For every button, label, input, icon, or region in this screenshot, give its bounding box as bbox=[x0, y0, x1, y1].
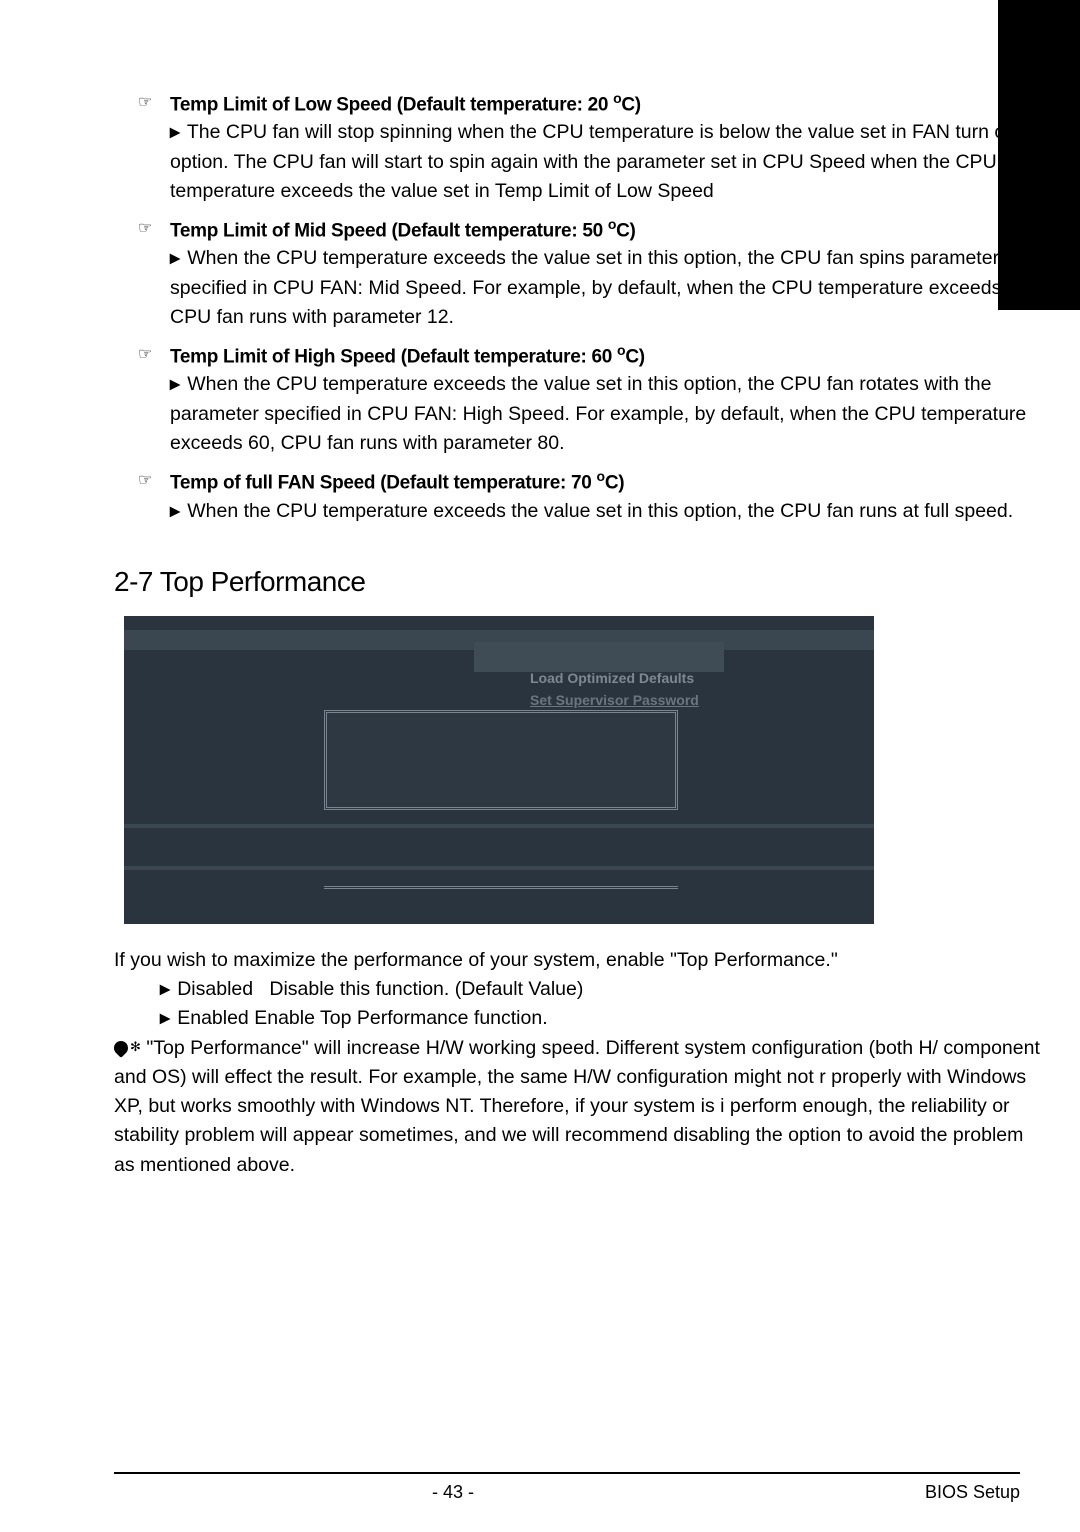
bios-dialog-bottom bbox=[324, 886, 678, 890]
item-title: Temp Limit of Low Speed (Default tempera… bbox=[170, 90, 1040, 116]
opt-label: Disabled bbox=[177, 978, 253, 1000]
opt-desc: Enable Top Performance function. bbox=[254, 1007, 547, 1029]
item-body: ▸ When the CPU temperature exceeds the v… bbox=[170, 370, 1040, 458]
item-title: Temp of full FAN Speed (Default temperat… bbox=[170, 468, 1040, 494]
body-text: When the CPU temperature exceeds the val… bbox=[170, 373, 1026, 454]
title-text: Temp Limit of High Speed (Default temper… bbox=[170, 346, 612, 367]
body-text: When the CPU temperature exceeds the val… bbox=[170, 247, 1034, 328]
degree-icon: o bbox=[597, 468, 605, 484]
pointer-icon: ☞ bbox=[138, 470, 152, 490]
title-text: Temp Limit of Mid Speed (Default tempera… bbox=[170, 220, 603, 241]
bios-menu-item: Load Optimized Defaults bbox=[530, 670, 694, 686]
pointer-icon: ☞ bbox=[138, 218, 152, 238]
arrow-icon: ▸ bbox=[160, 1007, 170, 1029]
item-title: Temp Limit of Mid Speed (Default tempera… bbox=[170, 216, 1040, 242]
note-text: ✻ "Top Performance" will increase H/W wo… bbox=[114, 1034, 1040, 1180]
arrow-icon: ▸ bbox=[170, 500, 180, 522]
bios-divider bbox=[124, 824, 874, 828]
note-icon bbox=[111, 1038, 131, 1058]
item-title: Temp Limit of High Speed (Default temper… bbox=[170, 342, 1040, 368]
arrow-icon: ▸ bbox=[160, 978, 170, 1000]
bios-divider bbox=[124, 866, 874, 870]
pointer-icon: ☞ bbox=[138, 344, 152, 364]
section-heading: 2-7 Top Performance bbox=[114, 566, 1040, 598]
degree-icon: o bbox=[608, 216, 616, 232]
sparkle-icon: ✻ bbox=[130, 1039, 141, 1054]
intro-text: If you wish to maximize the performance … bbox=[114, 946, 1040, 975]
bios-highlight bbox=[474, 642, 724, 672]
title-suffix: C) bbox=[616, 220, 635, 241]
bios-menu-item: Set Supervisor Password bbox=[530, 692, 699, 708]
description-block: If you wish to maximize the performance … bbox=[114, 946, 1040, 1180]
option-item: ☞ Temp Limit of Mid Speed (Default tempe… bbox=[120, 216, 1040, 332]
title-suffix: C) bbox=[605, 473, 624, 494]
page-content: ☞ Temp Limit of Low Speed (Default tempe… bbox=[0, 0, 1080, 1220]
option-item: ☞ Temp Limit of Low Speed (Default tempe… bbox=[120, 90, 1040, 206]
arrow-icon: ▸ bbox=[170, 121, 180, 143]
title-suffix: C) bbox=[621, 94, 640, 115]
option-item: ☞ Temp of full FAN Speed (Default temper… bbox=[120, 468, 1040, 526]
arrow-icon: ▸ bbox=[170, 247, 180, 269]
body-text: The CPU fan will stop spinning when the … bbox=[170, 121, 1016, 202]
item-body: ▸ The CPU fan will stop spinning when th… bbox=[170, 118, 1040, 206]
title-text: Temp of full FAN Speed (Default temperat… bbox=[170, 473, 592, 494]
note-body: "Top Performance" will increase H/W work… bbox=[114, 1037, 1040, 1176]
page-number: - 43 - bbox=[432, 1482, 474, 1503]
option-item: ☞ Temp Limit of High Speed (Default temp… bbox=[120, 342, 1040, 458]
item-body: ▸ When the CPU temperature exceeds the v… bbox=[170, 497, 1040, 526]
option-line: ▸ Enabled Enable Top Performance functio… bbox=[160, 1004, 1040, 1033]
pointer-icon: ☞ bbox=[138, 92, 152, 112]
opt-desc: Disable this function. (Default Value) bbox=[269, 978, 583, 1000]
title-text: Temp Limit of Low Speed (Default tempera… bbox=[170, 94, 608, 115]
item-body: ▸ When the CPU temperature exceeds the v… bbox=[170, 244, 1040, 332]
arrow-icon: ▸ bbox=[170, 373, 180, 395]
body-text: When the CPU temperature exceeds the val… bbox=[187, 500, 1013, 522]
page-footer: - 43 - BIOS Setup bbox=[114, 1472, 1020, 1482]
footer-section: BIOS Setup bbox=[925, 1482, 1020, 1503]
opt-label: Enabled bbox=[177, 1007, 249, 1029]
option-line: ▸ Disabled Disable this function. (Defau… bbox=[160, 975, 1040, 1004]
title-suffix: C) bbox=[625, 346, 644, 367]
bios-dialog bbox=[324, 710, 678, 810]
bios-screenshot: Load Optimized Defaults Set Supervisor P… bbox=[124, 616, 874, 924]
